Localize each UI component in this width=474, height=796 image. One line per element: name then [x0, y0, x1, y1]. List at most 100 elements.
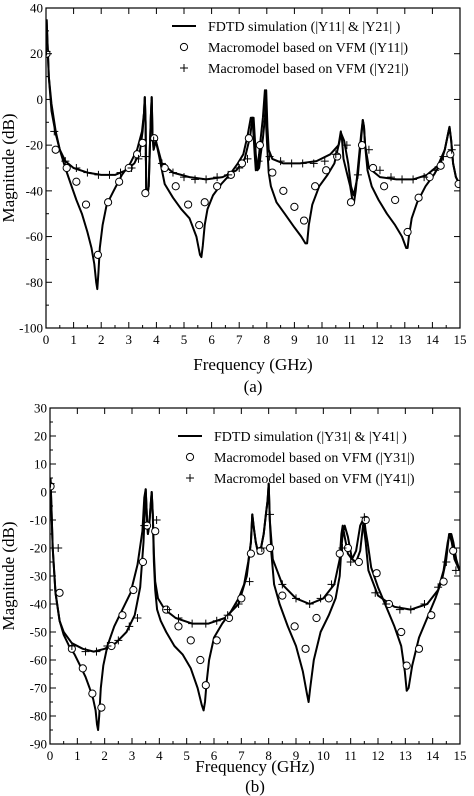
- chart-b-y-tick-label: -90: [30, 737, 47, 752]
- chart-a-y-tick-label: 20: [30, 46, 43, 61]
- chart-a-x-tick-label: 7: [236, 332, 243, 347]
- chart-b-circle-marker: [301, 644, 310, 653]
- chart-b-plus-marker: [174, 614, 183, 622]
- chart-a-legend-label: Macromodel based on VFM (|Y21|): [208, 62, 409, 77]
- chart-a-circle-marker: [171, 182, 180, 191]
- chart-b-plus-marker: [371, 588, 380, 597]
- chart-a-circle-marker: [380, 182, 389, 191]
- chart-a-plus-marker: [50, 127, 59, 136]
- chart-a-plus-marker: [180, 173, 188, 182]
- chart-a-x-tick-label: 3: [126, 332, 133, 347]
- chart-b-circle-marker: [402, 661, 411, 670]
- chart-a-circle-marker: [62, 163, 71, 173]
- chart-a-x-tick-label: 9: [291, 332, 298, 347]
- chart-b-y-tick-label: 10: [34, 457, 47, 472]
- chart-a-circle-marker: [454, 179, 460, 189]
- chart-a-circle-marker: [446, 150, 455, 159]
- chart-b-plus-marker: [152, 516, 161, 524]
- chart-b-plus-marker: [338, 544, 347, 552]
- chart-a-y-tick-label: -80: [26, 275, 43, 290]
- chart-b-circle-marker: [439, 577, 448, 586]
- chart-a-circle-marker: [132, 150, 142, 159]
- chart-b-x-tick-label: 0: [47, 748, 54, 763]
- chart-b-plus-marker: [434, 583, 443, 592]
- chart-a-y-axis: -100 -80 -60 -40 -20 0 20 40: [19, 1, 460, 336]
- chart-b-legend-item: Macromodel based on VFM (|Y31|): [185, 451, 415, 466]
- chart-b-circle-marker: [55, 588, 64, 597]
- chart-a-plus-marker: [127, 164, 136, 172]
- chart-b-circle-marker: [97, 703, 106, 712]
- chart-b-x-tick-label: 2: [101, 748, 108, 763]
- chart-b-legend: FDTD simulation (|Y31| & |Y41| ) Macromod…: [178, 430, 415, 487]
- chart-b-plus-marker: [395, 605, 404, 614]
- chart-a-plus-marker: [235, 164, 244, 172]
- chart-a-circle-marker: [268, 168, 277, 177]
- chart-a-circle-marker: [299, 216, 309, 225]
- chart-a-plus-marker: [191, 175, 200, 184]
- chart-a-plus-marker: [342, 141, 351, 150]
- chart-a-y-tick-label: -20: [26, 138, 43, 153]
- chart-a-plus-marker: [213, 173, 222, 182]
- chart-a-x-tick-label: 11: [343, 332, 356, 347]
- chart-b-plus-marker: [67, 642, 76, 650]
- chart-b-x-tick-label: 10: [317, 748, 330, 763]
- chart-a-plus-marker: [387, 173, 395, 182]
- chart-a-plus-marker: [243, 154, 252, 163]
- chart-b-plus-marker: [305, 600, 314, 608]
- chart-a-plus-marker: [61, 157, 70, 166]
- chart-a-x-tick-label: 1: [70, 332, 77, 347]
- chart-b-x-axis: 0 1 2 3 4 5 6 7 8 9 10 11 12 13 14 15: [47, 408, 467, 763]
- chart-a-circle-marker: [160, 163, 169, 173]
- chart-b-circle-marker: [265, 543, 275, 553]
- chart-a-plus-marker: [375, 166, 384, 175]
- chart-b-plus-marker: [92, 647, 101, 656]
- chart-b-circle-marker: [78, 664, 87, 673]
- chart-a-circle-marker: [279, 186, 288, 195]
- chart-a-plus-marker: [276, 157, 285, 166]
- chart-a-x-tick-label: 2: [98, 332, 105, 347]
- chart-a-circle-marker: [244, 134, 253, 143]
- chart-a-circle-marker: [213, 182, 222, 191]
- chart-a-plus-marker: [309, 159, 318, 168]
- chart-a-y-tick-label: -60: [26, 229, 43, 244]
- chart-a-x-axis: 0 1 2 3 4 5 6 7 8 9 10 11 12 13 14 15: [43, 8, 467, 347]
- chart-a-fdtd-curve: [46, 19, 460, 291]
- legend-circle-swatch: [179, 42, 189, 52]
- chart-a-y-tick-label: -100: [19, 321, 43, 336]
- chart-b-circle-marker: [414, 644, 424, 653]
- chart-a-plus-marker: [398, 175, 407, 184]
- chart-a-plus-marker: [447, 145, 456, 154]
- chart-b-plus-marker: [278, 580, 287, 589]
- chart-b-plus-marker: [234, 600, 243, 608]
- chart-a-x-tick-label: 14: [426, 332, 440, 347]
- chart-b-y-tick-label: -40: [30, 597, 47, 612]
- chart-a-circle-marker: [311, 182, 320, 191]
- chart-a-plus-marker: [431, 166, 440, 175]
- chart-b-circle-marker: [129, 585, 138, 595]
- chart-a-plus-marker: [116, 168, 125, 177]
- chart-a-circle-marker: [237, 159, 247, 168]
- chart-b-y-tick-label: -50: [30, 625, 47, 640]
- chart-a-legend: FDTD simulation (|Y11| & |Y21| ) Macromod…: [172, 20, 409, 77]
- chart-b-circle-marker: [312, 613, 321, 623]
- chart-a-x-tick-label: 15: [454, 332, 467, 347]
- chart-b-fdtd-curve-2: [50, 477, 460, 653]
- chart-b-x-tick-label: 15: [454, 748, 467, 763]
- chart-a-x-tick-label: 13: [398, 332, 411, 347]
- chart-b-x-tick-label: 9: [293, 748, 300, 763]
- chart-b-plus-marker: [316, 594, 325, 603]
- chart-b-y-tick-label: -10: [30, 513, 47, 528]
- chart-a-circle-marker: [322, 166, 331, 175]
- chart-b-circle-marker: [201, 681, 210, 690]
- chart-b-plus-marker: [360, 513, 369, 522]
- chart-b-plus-marker: [140, 521, 149, 530]
- chart-b-plus-marker: [163, 605, 172, 614]
- chart-a-plus-marker: [420, 173, 429, 182]
- chart-a-plus-marker: [83, 168, 92, 177]
- chart-b-x-tick-label: 3: [129, 748, 136, 763]
- chart-a-circle-marker: [51, 145, 60, 154]
- chart-b-plus-marker: [133, 614, 142, 622]
- chart-b-x-tick-label: 7: [238, 748, 245, 763]
- chart-b-y-tick-label: -70: [30, 681, 47, 696]
